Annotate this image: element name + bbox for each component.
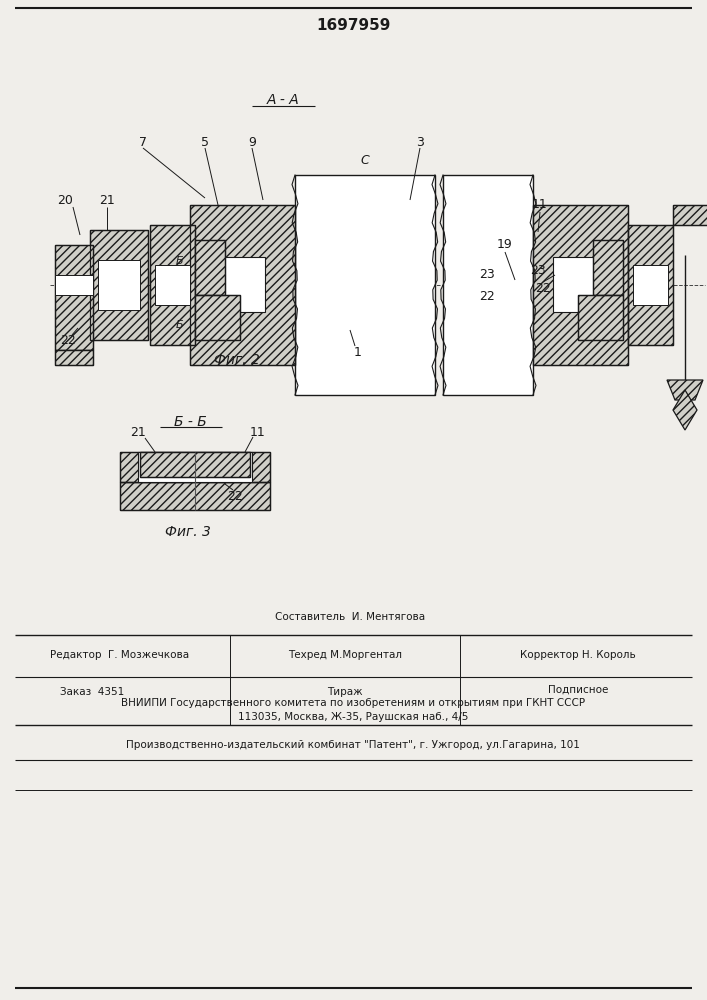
Bar — [150, 271, 295, 299]
Text: 1: 1 — [354, 346, 362, 359]
Bar — [673, 205, 707, 225]
Bar — [55, 350, 93, 365]
Bar — [628, 225, 673, 345]
Text: Заказ  4351: Заказ 4351 — [60, 687, 124, 697]
Bar — [195, 240, 225, 295]
Bar — [533, 205, 628, 365]
Bar — [195, 295, 240, 340]
Text: Б - Б: Б - Б — [174, 415, 206, 429]
Bar — [90, 230, 148, 340]
Bar — [138, 452, 252, 482]
Text: Б: Б — [176, 256, 184, 266]
Text: 1697959: 1697959 — [316, 17, 390, 32]
Text: 11: 11 — [250, 426, 266, 438]
Bar — [120, 482, 270, 510]
Text: 9: 9 — [248, 135, 256, 148]
Bar — [90, 230, 148, 340]
Bar — [195, 240, 225, 295]
Polygon shape — [673, 390, 697, 430]
Text: 23: 23 — [530, 263, 546, 276]
Bar — [150, 271, 295, 299]
Bar — [633, 265, 668, 305]
Text: 3: 3 — [416, 135, 424, 148]
Bar — [120, 482, 270, 510]
Text: 22: 22 — [227, 489, 243, 502]
Bar — [295, 175, 435, 395]
Text: 113035, Москва, Ж-35, Раушская наб., 4/5: 113035, Москва, Ж-35, Раушская наб., 4/5 — [238, 712, 468, 722]
Text: 19: 19 — [497, 238, 513, 251]
Bar — [205, 257, 265, 312]
Text: C: C — [361, 153, 369, 166]
Text: 22: 22 — [60, 334, 76, 347]
Text: 21: 21 — [99, 194, 115, 207]
Bar — [195, 295, 240, 340]
Text: 11: 11 — [532, 198, 548, 212]
Text: 21: 21 — [130, 426, 146, 438]
Bar — [628, 225, 673, 345]
Text: Фиг. 2: Фиг. 2 — [214, 353, 260, 367]
Text: А - А: А - А — [267, 93, 299, 107]
Bar — [443, 175, 533, 395]
Text: 22: 22 — [479, 290, 495, 304]
Text: 23: 23 — [479, 268, 495, 282]
Bar — [120, 452, 270, 482]
Bar — [673, 205, 707, 225]
Bar — [55, 275, 93, 295]
Bar — [55, 245, 93, 350]
Bar — [593, 240, 623, 295]
Bar — [155, 265, 190, 305]
Text: Подписное: Подписное — [548, 685, 608, 695]
Bar — [190, 205, 295, 365]
Polygon shape — [667, 380, 703, 400]
Text: 20: 20 — [57, 194, 73, 207]
Text: Составитель  И. Ментягова: Составитель И. Ментягова — [275, 612, 425, 622]
Bar — [98, 260, 140, 310]
Text: Б: Б — [176, 320, 184, 330]
Bar — [55, 245, 93, 350]
Bar — [120, 452, 270, 482]
Bar — [140, 452, 250, 477]
Bar — [578, 295, 623, 340]
Bar — [150, 225, 195, 345]
Bar — [140, 452, 250, 477]
Text: 7: 7 — [139, 135, 147, 148]
Bar — [55, 350, 93, 365]
Bar — [553, 257, 613, 312]
Bar — [150, 225, 195, 345]
Text: Корректор Н. Король: Корректор Н. Король — [520, 650, 636, 660]
Bar — [593, 240, 623, 295]
Text: 22: 22 — [535, 282, 551, 294]
Text: Производственно-издательский комбинат "Патент", г. Ужгород, ул.Гагарина, 101: Производственно-издательский комбинат "П… — [126, 740, 580, 750]
Bar — [533, 205, 628, 365]
Text: Техред М.Моргентал: Техред М.Моргентал — [288, 650, 402, 660]
Text: ВНИИПИ Государственного комитета по изобретениям и открытиям при ГКНТ СССР: ВНИИПИ Государственного комитета по изоб… — [121, 698, 585, 708]
Text: Фиг. 3: Фиг. 3 — [165, 525, 211, 539]
Bar — [578, 295, 623, 340]
Bar — [190, 205, 295, 365]
Text: 5: 5 — [201, 135, 209, 148]
Text: Редактор  Г. Мозжечкова: Редактор Г. Мозжечкова — [50, 650, 189, 660]
Text: Тираж: Тираж — [327, 687, 363, 697]
